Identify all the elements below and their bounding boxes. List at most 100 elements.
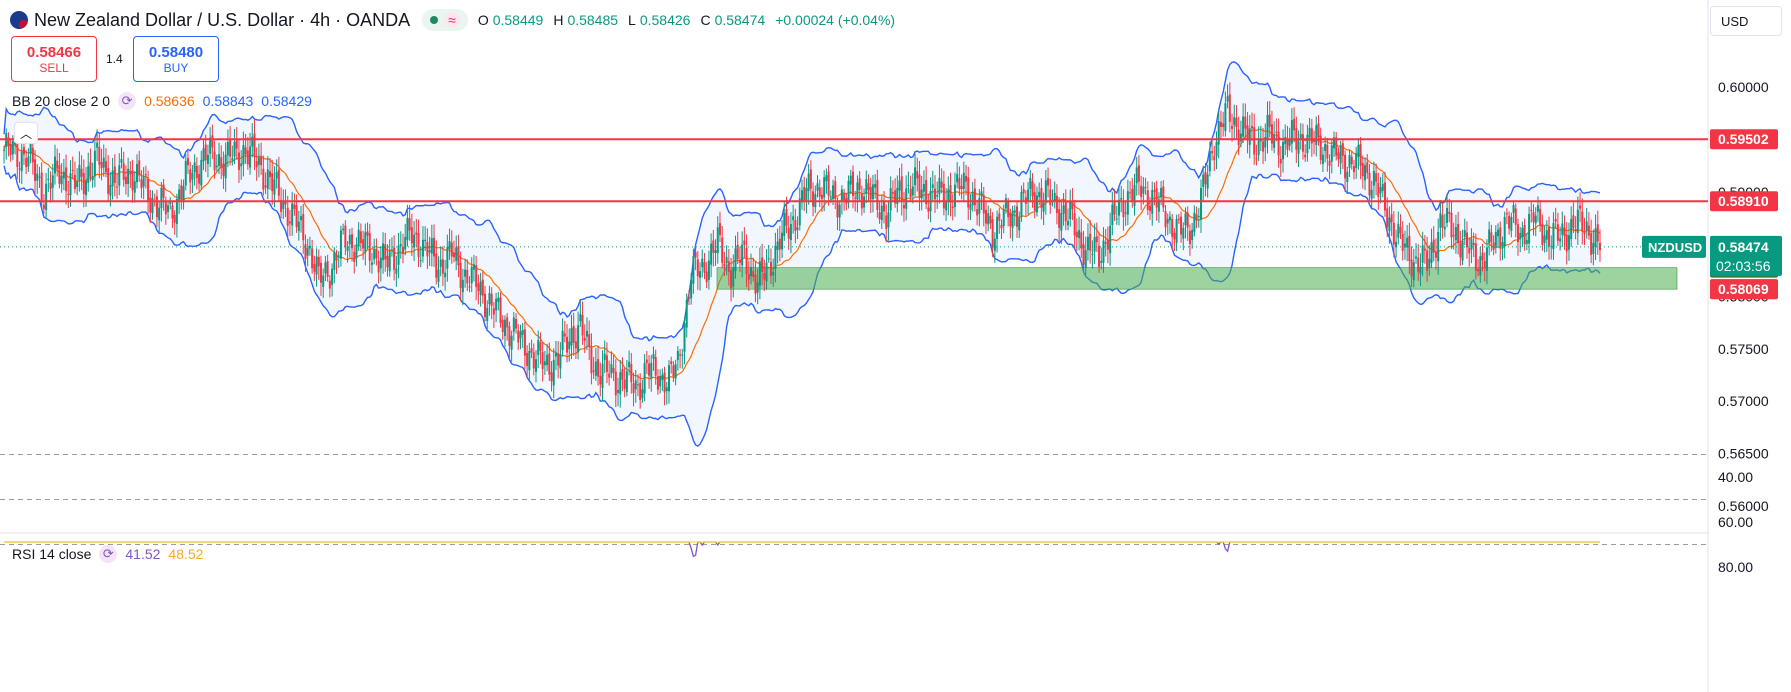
- candle-body: [1060, 212, 1063, 231]
- candle-body: [641, 389, 644, 399]
- candle-body: [51, 175, 54, 188]
- candle-body: [191, 172, 194, 180]
- candle-body: [880, 205, 883, 221]
- rsi-legend[interactable]: RSI 14 close ⟳ 41.52 48.52: [12, 545, 203, 563]
- candle-body: [452, 252, 455, 258]
- market-status[interactable]: ≈: [422, 9, 468, 31]
- candle-body: [889, 188, 892, 211]
- collapse-legend-chevron-up-icon[interactable]: ︿: [14, 122, 38, 144]
- candle-body: [269, 171, 271, 178]
- candle-body: [594, 361, 597, 376]
- candle-body: [1117, 199, 1120, 216]
- candle-body: [222, 163, 225, 176]
- candle-body: [53, 156, 56, 174]
- candle-body: [894, 190, 897, 204]
- candle-body: [306, 248, 309, 256]
- candle-body: [854, 197, 857, 199]
- candle-body: [1406, 237, 1409, 248]
- candle-body: [1282, 142, 1285, 160]
- candle-body: [891, 192, 894, 194]
- candle-body: [113, 166, 116, 183]
- candle-body: [628, 361, 631, 368]
- candle-body: [670, 361, 673, 365]
- candle-body: [772, 271, 775, 276]
- buy-button[interactable]: 0.58480 BUY: [133, 36, 219, 82]
- candle-body: [1499, 227, 1502, 248]
- candle-body: [1426, 250, 1429, 272]
- candle-body: [1133, 184, 1136, 207]
- candle-body: [291, 203, 294, 226]
- candle-body: [1031, 181, 1034, 197]
- candle-body: [311, 248, 314, 269]
- candle-body: [1164, 211, 1167, 228]
- symbol-badge-label: NZDUSD: [1648, 240, 1702, 255]
- candle-body: [257, 157, 260, 165]
- low-price-tag: 0.58069: [1718, 281, 1769, 297]
- candle-body: [1124, 212, 1127, 214]
- candle-body: [1346, 171, 1349, 183]
- candle-body: [497, 297, 500, 302]
- candle-body: [155, 196, 158, 218]
- last-price-label: 0.58474: [1718, 239, 1769, 255]
- candle-body: [1129, 192, 1132, 194]
- candle-body: [1492, 242, 1495, 250]
- candle-body: [16, 138, 19, 167]
- candle-body: [29, 143, 32, 154]
- candle-body: [1160, 187, 1163, 198]
- sell-button[interactable]: 0.58466 SELL: [11, 36, 97, 82]
- bb-lower-line: [3, 165, 1601, 447]
- candle-body: [1022, 189, 1025, 194]
- candle-body: [973, 188, 976, 206]
- candle-body: [479, 281, 482, 296]
- candle-body: [211, 135, 214, 148]
- candle-body: [370, 262, 373, 265]
- y-tick-label: 0.57500: [1718, 341, 1769, 357]
- nzd-flag-icon: [10, 11, 28, 29]
- candle-body: [940, 181, 943, 188]
- candle-body: [140, 179, 143, 189]
- candle-body: [1474, 243, 1477, 271]
- candle-body: [1428, 258, 1431, 269]
- candle-body: [712, 240, 715, 253]
- candle-body: [76, 181, 79, 187]
- candle-body: [1364, 165, 1367, 181]
- candle-body: [399, 244, 402, 247]
- candle-body: [758, 261, 761, 286]
- candle-body: [643, 363, 646, 394]
- candle-body: [701, 258, 704, 268]
- candle-body: [909, 188, 912, 198]
- currency-select[interactable]: USD: [1710, 6, 1782, 36]
- candle-body: [382, 243, 385, 261]
- refresh-icon[interactable]: ⟳: [99, 545, 118, 563]
- bb-upper-line: [3, 61, 1601, 342]
- candle-body: [1310, 128, 1313, 144]
- bb-name: BB 20 close 2 0: [12, 93, 111, 109]
- candle-body: [619, 372, 622, 395]
- candle-body: [989, 215, 992, 224]
- candle-body: [486, 307, 489, 322]
- bb-lower-value: 0.58429: [261, 93, 312, 109]
- y-tick-label: 0.60000: [1718, 79, 1769, 95]
- high-value: 0.58485: [567, 12, 619, 28]
- candle-body: [832, 185, 835, 199]
- candle-body: [195, 165, 198, 179]
- candle-body: [386, 255, 389, 268]
- candle-body: [169, 201, 172, 205]
- candle-body: [1501, 242, 1504, 247]
- candle-body: [1080, 232, 1083, 249]
- chart-header: New Zealand Dollar / U.S. Dollar · 4h · …: [10, 8, 895, 32]
- candle-body: [1561, 223, 1564, 235]
- symbol-title[interactable]: New Zealand Dollar / U.S. Dollar · 4h · …: [34, 9, 411, 30]
- candle-body: [1326, 144, 1329, 159]
- bb-legend[interactable]: BB 20 close 2 0 ⟳ 0.58636 0.58843 0.5842…: [12, 92, 312, 110]
- candle-body: [1563, 227, 1566, 237]
- resistance-price-tag: 0.59502: [1718, 131, 1769, 147]
- candle-body: [993, 238, 996, 251]
- candle-body: [805, 188, 808, 201]
- candle-body: [167, 205, 170, 213]
- rsi-tick-label: 40.00: [1718, 469, 1753, 485]
- candle-body: [1308, 127, 1311, 138]
- candle-body: [351, 234, 354, 249]
- refresh-icon[interactable]: ⟳: [118, 92, 137, 110]
